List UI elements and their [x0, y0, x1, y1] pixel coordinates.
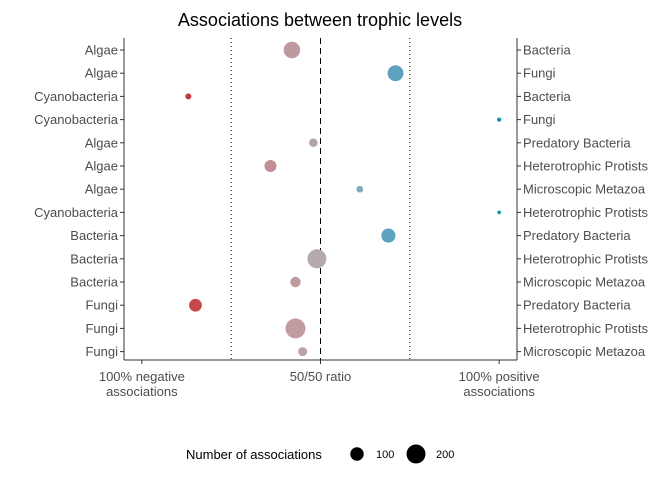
y-tick-label-left: Cyanobacteria: [34, 205, 119, 220]
legend-size-label: 100: [376, 449, 394, 461]
y-tick-label-right: Fungi: [523, 66, 556, 81]
x-axis: 100% negative associations 50/50 ratio 100%…: [99, 360, 540, 399]
y-tick-label-left: Algae: [85, 135, 118, 150]
data-point: [284, 42, 300, 58]
data-point: [309, 139, 317, 147]
legend-size-marker: [407, 445, 426, 464]
y-tick-label-right: Predatory Bacteria: [523, 298, 631, 313]
y-tick-label-right: Heterotrophic Protists: [523, 251, 648, 266]
y-tick-label-right: Predatory Bacteria: [523, 135, 631, 150]
data-point: [388, 65, 404, 81]
y-tick-label-left: Fungi: [85, 321, 118, 336]
data-point: [290, 277, 300, 287]
y-tick-label-right: Bacteria: [523, 89, 571, 104]
y-tick-label-left: Fungi: [85, 344, 118, 359]
y-axis-left: Algae Algae Cyanobacteria Cyanobacteria Alga…: [34, 43, 124, 360]
data-point: [286, 318, 306, 338]
y-tick-label-left: Cyanobacteria: [34, 112, 119, 127]
y-tick-label-left: Bacteria: [70, 275, 118, 290]
y-tick-label-right: Heterotrophic Protists: [523, 159, 648, 174]
y-tick-label-right: Microscopic Metazoa: [523, 182, 646, 197]
data-point: [497, 117, 501, 121]
y-tick-label-left: Algae: [85, 159, 118, 174]
x-tick-label: 100% negative associations: [99, 369, 185, 399]
y-tick-label-right: Predatory Bacteria: [523, 228, 631, 243]
y-axis-right: Bacteria Fungi Bacteria Fungi Predatory Bact…: [517, 43, 648, 360]
y-tick-label-left: Cyanobacteria: [34, 89, 119, 104]
data-point: [185, 93, 191, 99]
x-tick-label: 100% positive associations: [459, 369, 540, 399]
data-points: [185, 42, 501, 356]
chart-title: Associations between trophic levels: [178, 10, 462, 30]
legend: Number of associations 100 200: [186, 445, 454, 464]
y-tick-label-left: Fungi: [85, 298, 118, 313]
y-tick-label-right: Fungi: [523, 112, 556, 127]
y-tick-label-right: Heterotrophic Protists: [523, 321, 648, 336]
legend-items: 100 200: [350, 445, 454, 464]
y-tick-label-left: Bacteria: [70, 251, 118, 266]
y-tick-label-right: Bacteria: [523, 43, 571, 58]
y-tick-label-right: Heterotrophic Protists: [523, 205, 648, 220]
y-tick-label-right: Microscopic Metazoa: [523, 344, 646, 359]
legend-size-marker: [350, 447, 363, 460]
legend-size-label: 200: [436, 449, 454, 461]
y-tick-label-left: Algae: [85, 43, 118, 58]
data-point: [356, 186, 363, 193]
y-tick-label-left: Bacteria: [70, 228, 118, 243]
y-tick-label-left: Algae: [85, 182, 118, 197]
data-point: [307, 249, 326, 268]
y-tick-label-left: Algae: [85, 66, 118, 81]
data-point: [381, 229, 395, 243]
data-point: [497, 211, 501, 215]
reference-lines: [231, 38, 410, 360]
y-tick-label-right: Microscopic Metazoa: [523, 275, 646, 290]
legend-title: Number of associations: [186, 447, 322, 462]
data-point: [298, 347, 307, 356]
data-point: [264, 160, 276, 172]
x-tick-label: 50/50 ratio: [290, 369, 351, 384]
data-point: [189, 299, 202, 312]
